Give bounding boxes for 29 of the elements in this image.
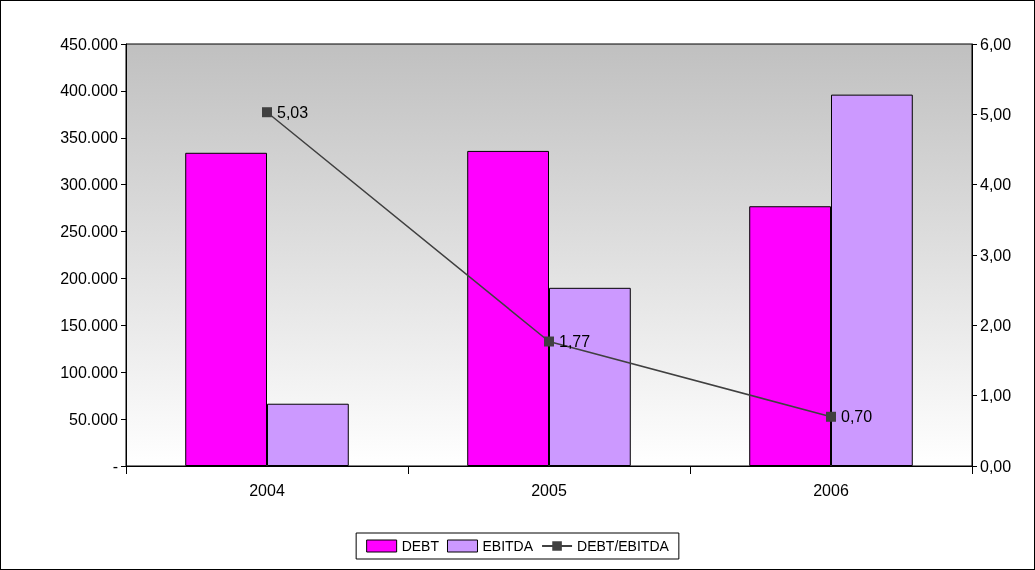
y2-tick-label: 5,00 <box>980 105 1012 123</box>
point <box>544 336 554 347</box>
y2-tick-label: 2,00 <box>980 316 1012 334</box>
y-tick-label: - <box>112 457 118 475</box>
x-tick-label: 2006 <box>813 481 849 499</box>
y-tick-label: 450.000 <box>60 35 119 53</box>
y2-tick-label: 4,00 <box>980 176 1012 194</box>
y-tick-label: 150.000 <box>60 316 119 334</box>
y2-tick-label: 6,00 <box>980 35 1012 53</box>
y-tick-label: 200.000 <box>60 269 119 287</box>
data-label: 1,77 <box>559 333 591 351</box>
y-tick-label: 100.000 <box>60 363 119 381</box>
y-tick-label: 350.000 <box>60 129 119 147</box>
y-tick-label: 400.000 <box>60 82 119 100</box>
data-label: 5,03 <box>277 103 309 121</box>
y2-tick-label: 1,00 <box>980 387 1012 405</box>
y-tick-label: 250.000 <box>60 223 119 241</box>
y2-tick-label: 3,00 <box>980 246 1012 264</box>
legend-label: EBITDA <box>482 538 534 554</box>
x-tick-label: 2005 <box>531 481 567 499</box>
x-tick-label: 2004 <box>249 481 285 499</box>
y-tick-label: 300.000 <box>60 176 119 194</box>
legend-label: DEBT <box>401 538 440 554</box>
point <box>262 107 272 118</box>
point <box>826 411 836 422</box>
legend-label: DEBT/EBITDA <box>577 538 670 554</box>
y-tick-label: 50.000 <box>69 410 119 428</box>
y2-tick-label: 0,00 <box>980 457 1012 475</box>
data-label: 0,70 <box>841 408 873 426</box>
